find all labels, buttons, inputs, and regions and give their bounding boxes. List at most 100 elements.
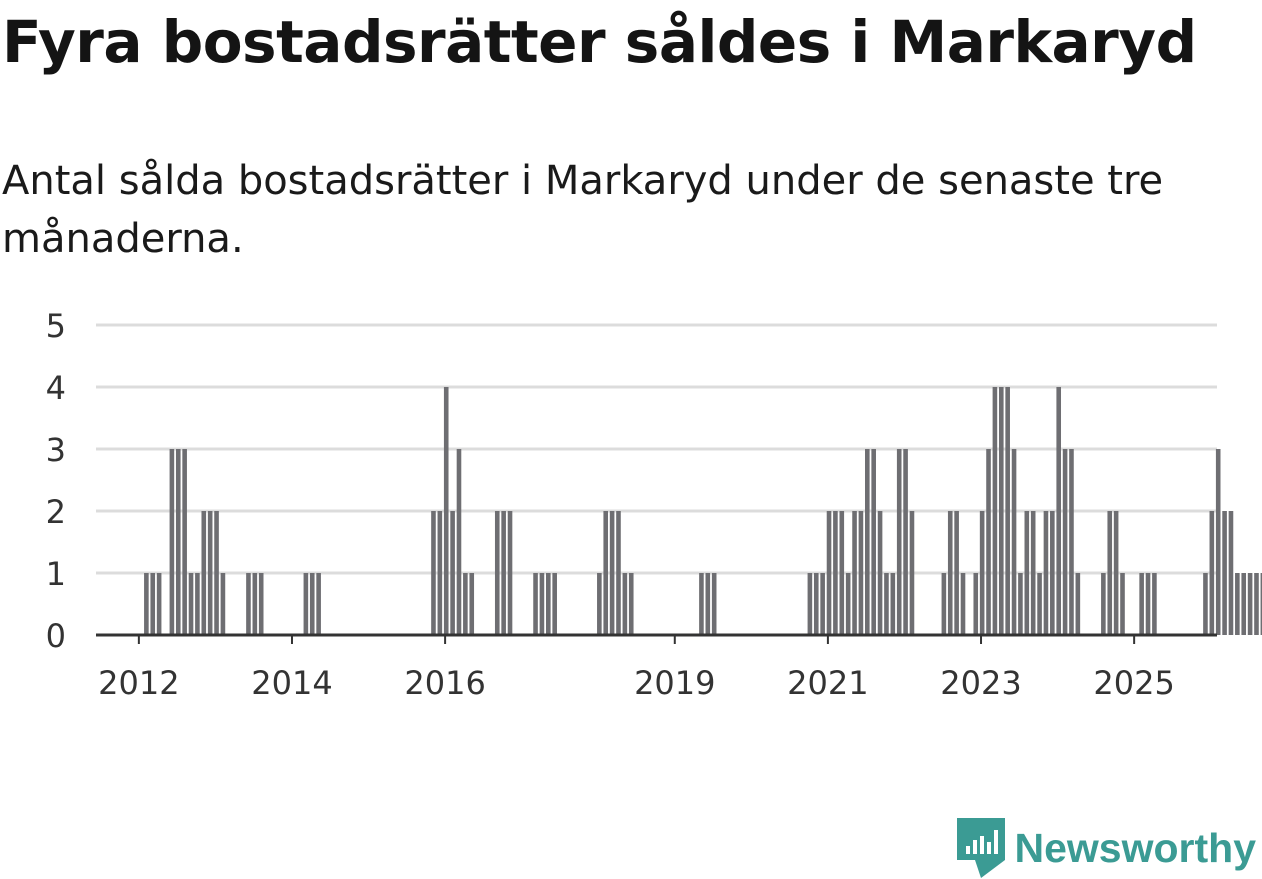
bar bbox=[1024, 511, 1030, 635]
bar bbox=[947, 511, 953, 635]
bar bbox=[246, 573, 251, 635]
bar bbox=[603, 511, 609, 635]
bar bbox=[1254, 573, 1259, 635]
bar bbox=[813, 573, 819, 635]
bar bbox=[903, 449, 908, 635]
chart-subtitle: Antal sålda bostadsrätter i Markaryd und… bbox=[2, 158, 1164, 262]
y-tick-label-5: 5 bbox=[46, 307, 66, 345]
bar bbox=[463, 573, 468, 635]
bar bbox=[699, 573, 704, 635]
bar bbox=[201, 511, 207, 635]
bar bbox=[1241, 573, 1247, 635]
bar bbox=[309, 573, 315, 635]
bar bbox=[552, 573, 557, 635]
bar bbox=[303, 573, 309, 635]
bar bbox=[871, 449, 876, 635]
bar bbox=[1215, 449, 1221, 635]
y-axis-labels: 0 1 2 3 4 5 bbox=[46, 307, 66, 655]
bar bbox=[507, 511, 513, 635]
bar bbox=[1209, 511, 1215, 635]
bar bbox=[533, 573, 538, 635]
grid-lines bbox=[96, 323, 1217, 575]
bar bbox=[1050, 511, 1055, 635]
bar bbox=[979, 511, 985, 635]
bar bbox=[469, 573, 475, 635]
bar bbox=[839, 511, 845, 635]
y-tick-label-0: 0 bbox=[46, 617, 66, 655]
bar bbox=[890, 573, 896, 635]
bar bbox=[539, 573, 545, 635]
bar bbox=[954, 511, 959, 635]
bar bbox=[1145, 573, 1151, 635]
bar bbox=[1203, 573, 1208, 635]
bar-chart: 0 1 2 3 4 5 4 2012 2014 2016 2019 2021 2023 2025 bbox=[46, 307, 1262, 702]
y-tick-label-4: 4 bbox=[46, 369, 66, 407]
bar bbox=[711, 573, 717, 635]
bar bbox=[220, 573, 226, 635]
bar bbox=[1030, 511, 1036, 635]
y-tick-label-2: 2 bbox=[46, 493, 66, 531]
bar bbox=[1247, 573, 1253, 635]
bar bbox=[1139, 573, 1144, 635]
x-tick-label-2019: 2019 bbox=[634, 664, 715, 702]
bar bbox=[609, 511, 615, 635]
bar bbox=[826, 511, 832, 635]
bar bbox=[807, 573, 813, 635]
bar bbox=[616, 511, 621, 635]
bar bbox=[597, 573, 602, 635]
bar bbox=[1228, 511, 1234, 635]
bar bbox=[1011, 449, 1017, 635]
x-axis-labels: 2012 2014 2016 2019 2021 2023 2025 bbox=[98, 664, 1175, 702]
x-tick-label-2025: 2025 bbox=[1093, 664, 1174, 702]
bar bbox=[833, 511, 838, 635]
bar bbox=[896, 449, 902, 635]
bar bbox=[877, 511, 883, 635]
bar bbox=[1113, 511, 1119, 635]
bar bbox=[628, 573, 634, 635]
bar bbox=[820, 573, 825, 635]
x-tick-label-2014: 2014 bbox=[251, 664, 332, 702]
bar bbox=[973, 573, 979, 635]
x-tick-label-2016: 2016 bbox=[404, 664, 485, 702]
bar bbox=[1152, 573, 1157, 635]
bar bbox=[858, 511, 864, 635]
bar bbox=[252, 573, 258, 635]
y-tick-label-1: 1 bbox=[46, 555, 66, 593]
bar bbox=[960, 573, 966, 635]
bar bbox=[207, 511, 213, 635]
bar bbox=[188, 573, 194, 635]
bar bbox=[1075, 573, 1081, 635]
bar bbox=[992, 387, 998, 635]
bar bbox=[316, 573, 321, 635]
bar bbox=[195, 573, 200, 635]
bar bbox=[845, 573, 851, 635]
bar bbox=[150, 573, 156, 635]
bar bbox=[456, 449, 462, 635]
bar bbox=[175, 449, 181, 635]
chart-title: Fyra bostadsrätter såldes i Markaryd bbox=[2, 8, 1197, 76]
bar bbox=[884, 573, 889, 635]
bar bbox=[431, 511, 436, 635]
bar bbox=[169, 449, 175, 635]
bar bbox=[1037, 573, 1042, 635]
bar bbox=[501, 511, 506, 635]
brand-name: Newsworthy bbox=[1014, 824, 1257, 871]
bar bbox=[546, 573, 551, 635]
bar bbox=[865, 449, 870, 635]
bar bbox=[443, 387, 449, 635]
bar bbox=[622, 573, 628, 635]
bar bbox=[941, 573, 947, 635]
bar bbox=[1043, 511, 1049, 635]
bar bbox=[1235, 573, 1240, 635]
bar bbox=[1018, 573, 1023, 635]
bar bbox=[494, 511, 500, 635]
bar bbox=[1222, 511, 1227, 635]
bar bbox=[909, 511, 915, 635]
x-tick-label-2012: 2012 bbox=[98, 664, 179, 702]
x-tick-label-2023: 2023 bbox=[940, 664, 1021, 702]
bars: 4 bbox=[144, 387, 1262, 635]
bar bbox=[1069, 449, 1074, 635]
bar bbox=[705, 573, 711, 635]
newsworthy-brand: Newsworthy bbox=[956, 818, 1257, 878]
bar bbox=[1005, 387, 1010, 635]
